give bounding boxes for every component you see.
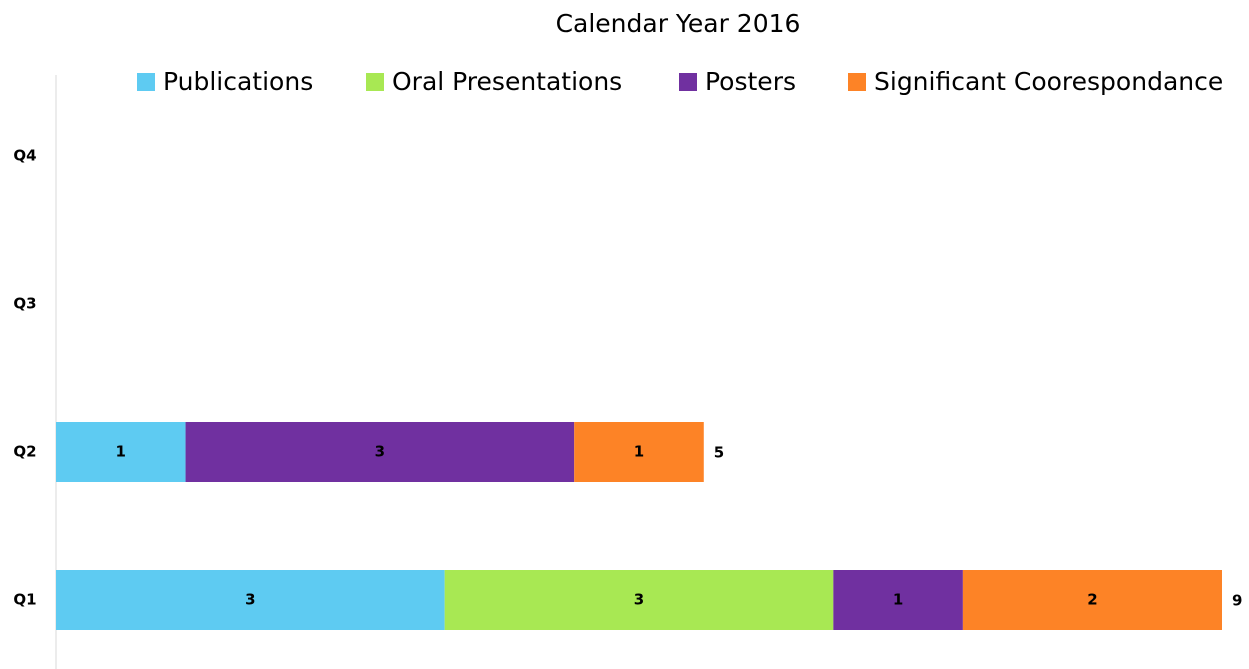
total-label: 5	[714, 444, 724, 462]
bar-segment	[444, 570, 834, 630]
chart-title: Calendar Year 2016	[556, 9, 801, 38]
data-label: 1	[893, 591, 903, 609]
bar-segment	[56, 570, 445, 630]
legend-label: Publications	[163, 67, 313, 96]
legend-label: Posters	[705, 67, 796, 96]
legend-swatch	[848, 73, 866, 91]
bar-segment	[833, 570, 963, 630]
legend-label: Oral Presentations	[392, 67, 622, 96]
y-tick-label: Q3	[13, 295, 36, 313]
legend-swatch	[679, 73, 697, 91]
legend-swatch	[137, 73, 155, 91]
legend-label: Significant Coorespondance	[874, 67, 1223, 96]
bar-segment	[574, 422, 704, 482]
data-label: 2	[1087, 591, 1097, 609]
y-tick-label: Q2	[13, 443, 36, 461]
bar-segment	[56, 422, 186, 482]
legend-swatch	[366, 73, 384, 91]
bar-segment	[962, 570, 1222, 630]
data-label: 1	[116, 443, 126, 461]
total-label: 9	[1232, 592, 1242, 610]
data-label: 1	[634, 443, 644, 461]
data-label: 3	[245, 591, 255, 609]
data-label: 3	[375, 443, 385, 461]
y-tick-label: Q4	[13, 147, 36, 165]
bar-segment	[185, 422, 575, 482]
y-tick-label: Q1	[13, 591, 36, 609]
data-label: 3	[634, 591, 644, 609]
